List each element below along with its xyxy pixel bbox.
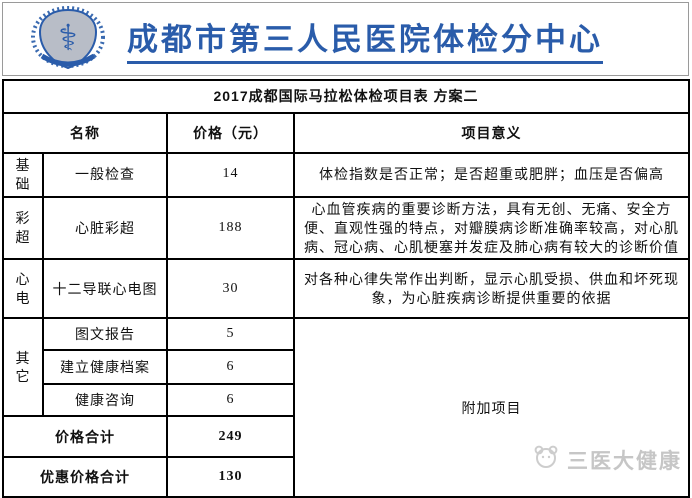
- hospital-header: ⚕ 成都市第三人民医院体检分中心: [2, 2, 689, 76]
- price-cell: 6: [166, 349, 295, 386]
- table-row: 其它 图文报告 5 附加项目: [2, 317, 690, 498]
- discount-total-label: 优惠价格合计: [2, 456, 168, 498]
- item-name-cell: 建立健康档案: [42, 349, 168, 386]
- table-header-row: 名称 价格（元） 项目意义: [2, 112, 690, 154]
- item-name-cell: 健康咨询: [42, 383, 168, 418]
- hospital-name: 成都市第三人民医院体检分中心: [127, 14, 603, 64]
- meaning-cell: 心血管疾病的重要诊断方法，具有无创、无痛、安全方便、直观性强的特点，对瓣膜病诊断…: [293, 195, 690, 261]
- price-cell: 188: [166, 195, 295, 261]
- total-label: 价格合计: [2, 415, 168, 459]
- item-name-cell: 十二导联心电图: [42, 258, 168, 320]
- table-row: 健康咨询 6: [3, 383, 689, 418]
- exam-price-table: 2017成都国际马拉松体检项目表 方案二 名称 价格（元） 项目意义 基础 一般…: [2, 79, 690, 498]
- table-row: 基础 一般检查 14 体检指数是否正常；是否超重或肥胖；血压是否偏高: [2, 152, 690, 198]
- meaning-cell: 体检指数是否正常；是否超重或肥胖；血压是否偏高: [293, 152, 690, 198]
- category-cell: 其它: [2, 317, 44, 418]
- category-cell: 彩超: [2, 195, 44, 261]
- svg-text:⚕: ⚕: [58, 17, 77, 58]
- price-cell: 30: [166, 258, 295, 320]
- addon-meaning-cell: 附加项目: [293, 317, 690, 498]
- item-name-cell: 心脏彩超: [42, 195, 168, 261]
- item-name-cell: 图文报告: [42, 317, 168, 352]
- total-value: 249: [166, 415, 295, 459]
- table-title-row: 2017成都国际马拉松体检项目表 方案二: [2, 79, 690, 114]
- table-title: 2017成都国际马拉松体检项目表 方案二: [2, 79, 690, 114]
- discount-total-value: 130: [166, 456, 295, 498]
- table-row: 彩超 心脏彩超 188 心血管疾病的重要诊断方法，具有无创、无痛、安全方便、直观…: [2, 195, 690, 261]
- col-header-name: 名称: [2, 112, 168, 154]
- price-cell: 6: [166, 383, 295, 418]
- price-cell: 5: [166, 317, 295, 352]
- item-name-cell: 一般检查: [42, 152, 168, 198]
- col-header-meaning: 项目意义: [293, 112, 690, 154]
- category-cell: 心电: [2, 258, 44, 320]
- total-row: 价格合计 249: [2, 415, 689, 459]
- price-cell: 14: [166, 152, 295, 198]
- col-header-price: 价格（元）: [166, 112, 295, 154]
- hospital-emblem-icon: ⚕: [29, 6, 107, 72]
- category-cell: 基础: [2, 152, 44, 198]
- meaning-cell: 对各种心律失常作出判断，显示心肌受损、供血和坏死现象，为心脏疾病诊断提供重要的依…: [293, 258, 690, 320]
- table-row: 建立健康档案 6: [3, 349, 689, 386]
- table-row: 心电 十二导联心电图 30 对各种心律失常作出判断，显示心肌受损、供血和坏死现象…: [2, 258, 690, 320]
